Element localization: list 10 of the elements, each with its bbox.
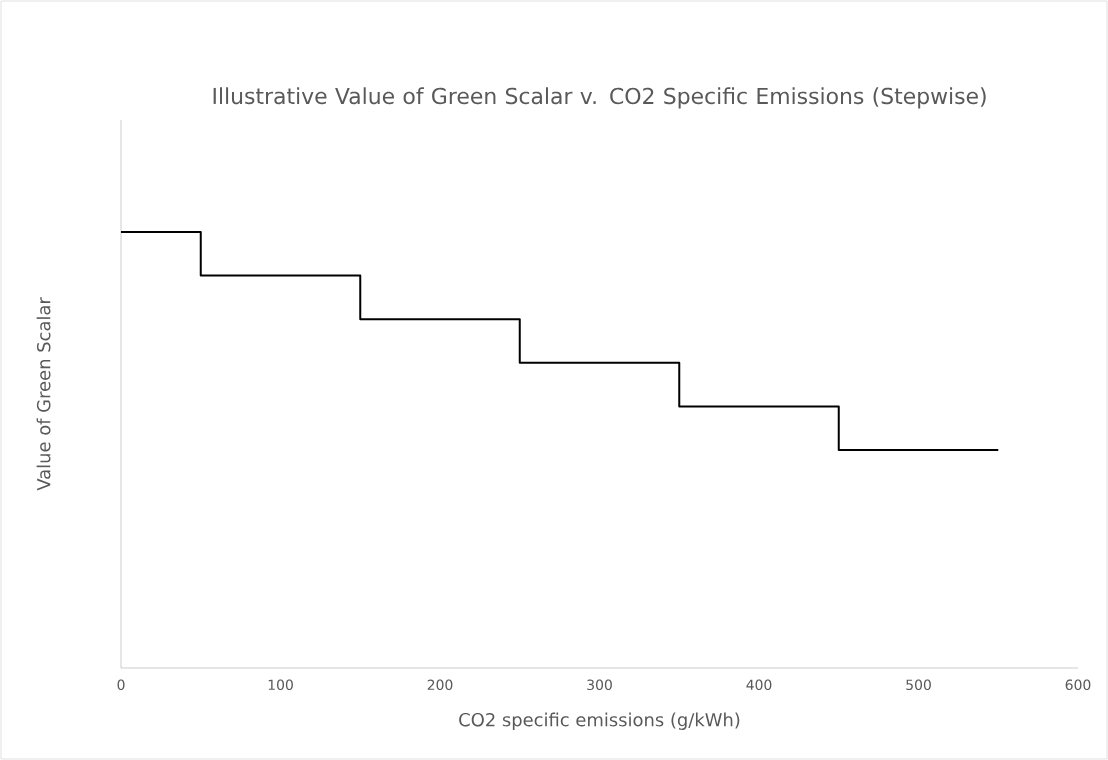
x-tick-label: 500 (906, 679, 931, 691)
y-axis-title: Value of Green Scalar (36, 297, 51, 491)
x-axis-title: CO2 specific emissions (g/kWh) (459, 712, 740, 730)
x-tick-label: 600 (1065, 679, 1091, 691)
chart-title: Illustrative Value of Green Scalar v. CO2 Specific Emissions (Stepwise) (213, 87, 986, 109)
x-tick-label: 200 (427, 679, 453, 691)
x-tick-label: 100 (268, 679, 293, 691)
x-tick-label: 0 (117, 679, 125, 691)
x-tick-label: 300 (587, 679, 612, 691)
x-tick-label: 400 (746, 679, 772, 691)
